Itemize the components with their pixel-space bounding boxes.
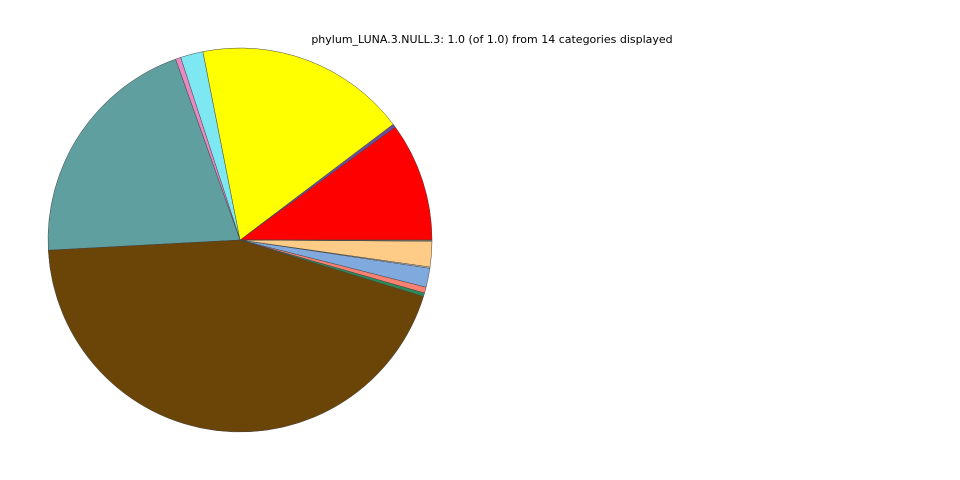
pie-slice-6 xyxy=(47,58,241,251)
pie-slice-1 xyxy=(239,126,433,241)
pie-slices xyxy=(47,47,433,433)
pie-slice-14 xyxy=(239,239,433,241)
chart-title: phylum_LUNA.3.NULL.3: 1.0 (of 1.0) from … xyxy=(311,33,673,46)
pie-slice-3 xyxy=(202,47,394,241)
pie-slice-7 xyxy=(48,239,424,433)
